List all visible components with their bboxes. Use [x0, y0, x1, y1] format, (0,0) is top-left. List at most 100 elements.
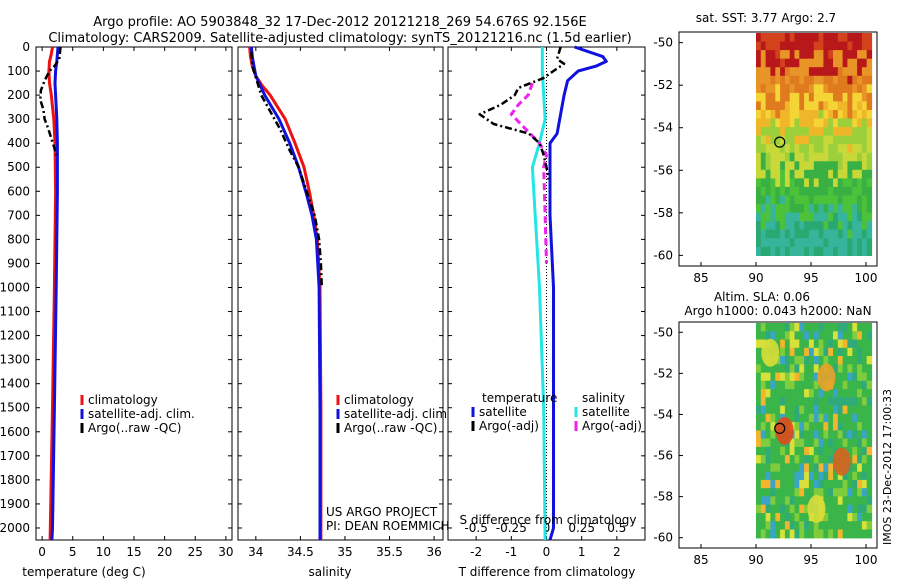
map-cell: [789, 204, 796, 214]
map-cell: [784, 204, 791, 214]
map-cell: [857, 50, 863, 60]
map-cell: [866, 144, 873, 154]
map-cell: [861, 152, 868, 162]
map-cell: [784, 127, 791, 137]
map-cell: [789, 529, 796, 539]
map-cell: [804, 186, 810, 197]
map-cell: [837, 238, 844, 248]
map-cell: [765, 413, 771, 423]
map-cell: [765, 397, 771, 407]
map-cell: [837, 323, 844, 332]
map-cell: [804, 152, 810, 162]
map-cell: [775, 463, 781, 473]
map-cell: [775, 455, 781, 464]
map-cell: [756, 127, 762, 137]
map-cell: [857, 323, 863, 332]
map-cell: [799, 178, 805, 188]
map-cell: [794, 186, 800, 197]
map-cell: [780, 84, 786, 94]
map-cell: [799, 50, 805, 60]
map-cell: [808, 204, 815, 214]
map-cell: [756, 347, 762, 357]
map-cell: [770, 246, 776, 256]
map-cell: [780, 238, 786, 248]
map-cell: [775, 75, 781, 85]
map-cell: [799, 364, 805, 374]
map-cell: [823, 229, 829, 239]
map-cell: [861, 212, 868, 222]
map-cell: [770, 135, 776, 145]
map-cell: [818, 67, 824, 77]
map-cell: [818, 430, 824, 440]
map-cell: [775, 496, 781, 506]
map-cell: [765, 422, 771, 431]
map-cell: [818, 178, 824, 188]
map-cell: [852, 84, 858, 94]
map-cell: [823, 135, 829, 145]
map-cell: [760, 521, 767, 531]
map-cell: [808, 169, 815, 179]
map-cell: [847, 438, 853, 448]
map-cell: [823, 413, 829, 423]
map-cell: [828, 496, 834, 506]
difference-panel: -2-1012-0.5-0.2500.250.5satelliteArgo(-a…: [447, 45, 646, 559]
map-cell: [866, 323, 873, 332]
map-cell: [847, 356, 853, 365]
map-cell: [866, 356, 873, 365]
map-cell: [866, 446, 873, 456]
map-cell: [760, 144, 767, 154]
map-cell: [857, 496, 863, 506]
map-cell: [857, 221, 863, 231]
map-cell: [842, 58, 848, 68]
map-cell: [760, 101, 767, 111]
map-cell: [804, 504, 810, 514]
x-tick-label: 0: [38, 545, 46, 559]
map-cell: [765, 169, 771, 179]
map-cell: [770, 238, 776, 248]
map-cell: [765, 152, 771, 162]
map-cell: [789, 212, 796, 222]
map-cell: [828, 521, 834, 531]
map-cell: [794, 397, 800, 407]
map-cell: [857, 356, 863, 365]
x-tick-label: 15: [126, 545, 141, 559]
map-cell: [770, 118, 776, 128]
map-cell: [780, 144, 786, 154]
map-cell: [852, 92, 858, 103]
map-cell: [756, 438, 762, 448]
map-cell: [833, 364, 839, 374]
map-cell: [852, 471, 858, 481]
map-cell: [828, 110, 834, 120]
map-cell: [794, 521, 800, 531]
map-cell: [847, 380, 853, 390]
map-cell: [823, 169, 829, 179]
map-cell: [837, 479, 844, 489]
map-cell: [818, 389, 824, 398]
map-cell: [857, 178, 863, 188]
map-cell: [861, 430, 868, 440]
legend-label: satellite-adj. clim.: [88, 407, 195, 421]
map-cell: [775, 212, 781, 222]
map-cell: [770, 221, 776, 231]
map-cell: [765, 110, 771, 120]
map-cell: [794, 372, 800, 382]
map-cell: [861, 364, 868, 374]
map-cell: [818, 356, 824, 365]
map-cell: [842, 372, 848, 382]
map-cell: [866, 84, 873, 94]
map-cell: [808, 380, 815, 390]
map-cell: [861, 521, 868, 531]
sla-anomaly: [832, 447, 851, 476]
map-cell: [852, 405, 858, 415]
map-cell: [760, 479, 767, 489]
map-cell: [847, 118, 853, 128]
map-cell: [823, 446, 829, 456]
map-cell: [857, 92, 863, 103]
map-cell: [842, 521, 848, 531]
map-cell: [813, 58, 820, 68]
map-cell: [837, 347, 844, 357]
map-cell: [857, 144, 863, 154]
map-cell: [837, 144, 844, 154]
map-cell: [852, 238, 858, 248]
legend-label: climatology: [344, 393, 414, 407]
